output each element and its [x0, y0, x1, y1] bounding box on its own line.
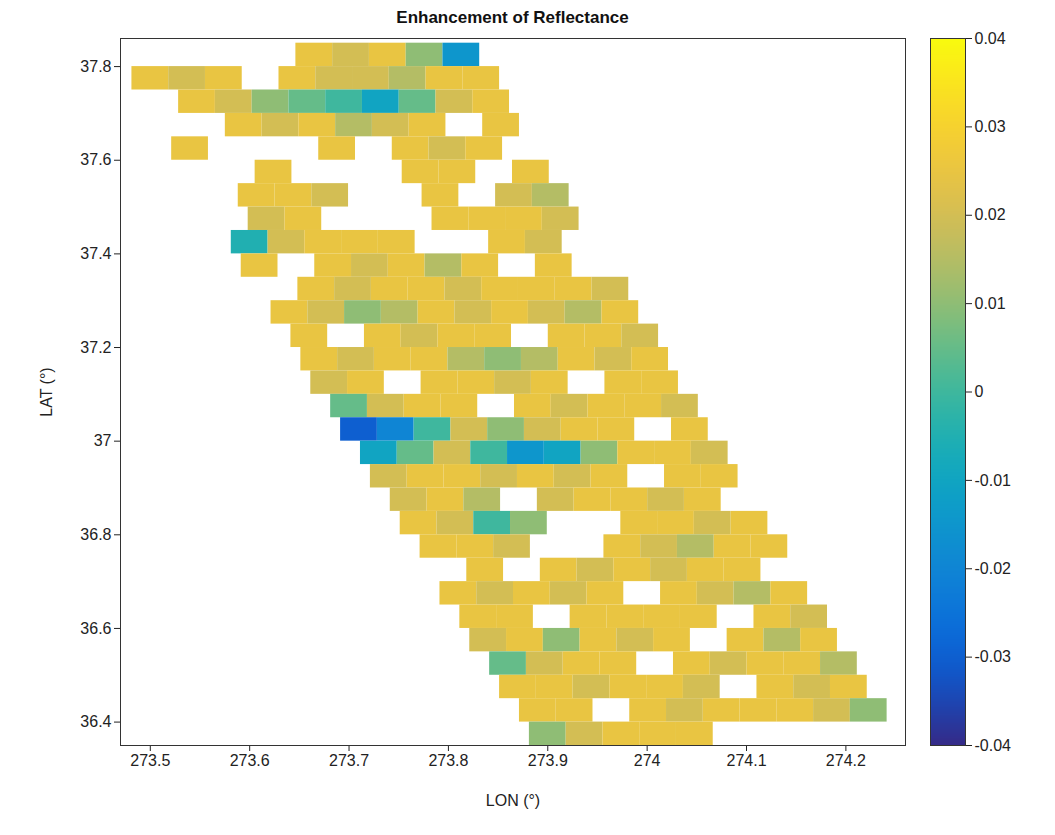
svg-text:37.8: 37.8 [80, 58, 111, 75]
svg-text:273.8: 273.8 [428, 752, 468, 769]
svg-text:0: 0 [975, 383, 984, 400]
svg-text:-0.01: -0.01 [975, 471, 1012, 488]
svg-text:274.1: 274.1 [726, 752, 766, 769]
svg-text:274.2: 274.2 [826, 752, 866, 769]
svg-text:37: 37 [94, 432, 112, 449]
svg-text:LAT (°): LAT (°) [38, 367, 55, 416]
svg-text:-0.02: -0.02 [975, 560, 1012, 577]
svg-text:273.7: 273.7 [329, 752, 369, 769]
svg-text:0.02: 0.02 [975, 206, 1006, 223]
svg-text:37.4: 37.4 [80, 245, 111, 262]
svg-text:37.6: 37.6 [80, 151, 111, 168]
svg-text:-0.03: -0.03 [975, 648, 1012, 665]
svg-text:LON (°): LON (°) [486, 792, 540, 809]
svg-text:0.04: 0.04 [975, 30, 1006, 47]
svg-text:37.2: 37.2 [80, 339, 111, 356]
svg-text:274: 274 [634, 752, 661, 769]
svg-text:273.6: 273.6 [230, 752, 270, 769]
svg-text:273.5: 273.5 [130, 752, 170, 769]
svg-text:36.4: 36.4 [80, 713, 111, 730]
svg-text:36.8: 36.8 [80, 526, 111, 543]
svg-text:0.01: 0.01 [975, 295, 1006, 312]
svg-text:0.03: 0.03 [975, 118, 1006, 135]
svg-text:273.9: 273.9 [528, 752, 568, 769]
svg-text:36.6: 36.6 [80, 620, 111, 637]
svg-text:-0.04: -0.04 [975, 737, 1012, 754]
html-text:Enhancement of Reflectance: Enhancement of Reflectance [396, 8, 629, 27]
